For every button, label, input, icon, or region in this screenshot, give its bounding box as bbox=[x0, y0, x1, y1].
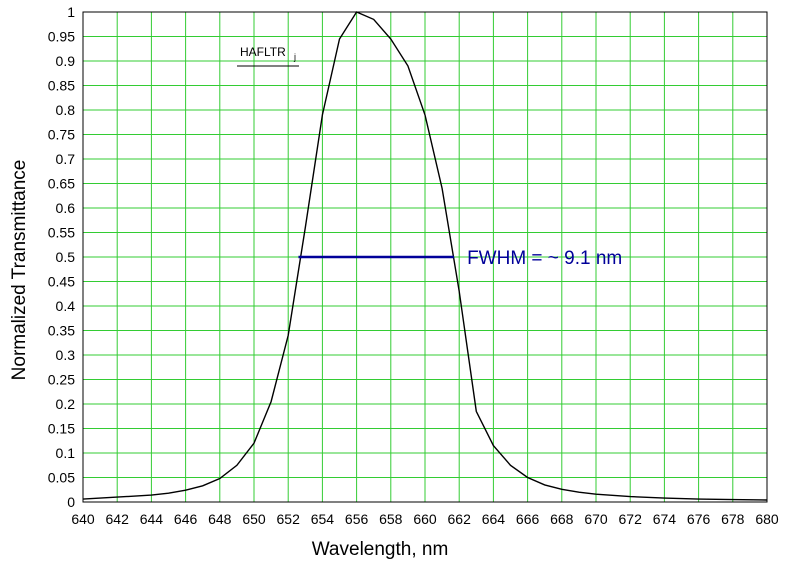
x-tick-labels: 640 642 644 646 648 650 652 654 656 658 660 662 664 6… bbox=[71, 511, 779, 527]
x-tick-label: 664 bbox=[482, 511, 506, 527]
x-tick-label: 646 bbox=[174, 511, 198, 527]
y-tick-label: 0.6 bbox=[56, 200, 76, 216]
fwhm-annotation: FWHM = ~ 9.1 nm bbox=[467, 248, 622, 269]
y-tick-labels: 0 0.05 0.1 0.15 0.2 0.25 0.3 0.35 0.4 0.45 0.5 0.55… bbox=[48, 4, 75, 510]
x-tick-label: 654 bbox=[311, 511, 335, 527]
y-axis-title: Normalized Transmittance bbox=[9, 160, 30, 381]
y-tick-label: 0.1 bbox=[56, 445, 76, 461]
y-tick-label: 0.7 bbox=[56, 151, 76, 167]
x-tick-label: 652 bbox=[277, 511, 301, 527]
y-tick-label: 0.55 bbox=[48, 225, 75, 241]
x-tick-label: 672 bbox=[619, 511, 643, 527]
x-tick-label: 676 bbox=[687, 511, 711, 527]
y-tick-label: 1 bbox=[67, 4, 75, 20]
y-tick-label: 0.9 bbox=[56, 53, 76, 69]
legend: HAFLTR j bbox=[237, 45, 299, 67]
x-tick-label: 670 bbox=[584, 511, 608, 527]
x-tick-label: 666 bbox=[516, 511, 540, 527]
y-tick-label: 0 bbox=[67, 494, 75, 510]
x-tick-label: 640 bbox=[71, 511, 95, 527]
x-tick-label: 668 bbox=[550, 511, 574, 527]
y-tick-label: 0.8 bbox=[56, 102, 76, 118]
y-tick-label: 0.65 bbox=[48, 176, 75, 192]
y-tick-label: 0.3 bbox=[56, 347, 76, 363]
y-tick-label: 0.05 bbox=[48, 470, 75, 486]
x-tick-label: 660 bbox=[413, 511, 437, 527]
plot-frame bbox=[82, 11, 768, 503]
y-tick-label: 0.2 bbox=[56, 396, 76, 412]
y-tick-label: 0.4 bbox=[56, 298, 76, 314]
y-tick-label: 0.5 bbox=[56, 249, 76, 265]
x-tick-label: 680 bbox=[755, 511, 779, 527]
x-tick-label: 656 bbox=[345, 511, 369, 527]
x-tick-label: 648 bbox=[208, 511, 232, 527]
x-tick-label: 644 bbox=[140, 511, 164, 527]
y-tick-label: 0.75 bbox=[48, 127, 75, 143]
y-tick-label: 0.15 bbox=[48, 421, 75, 437]
x-tick-label: 674 bbox=[653, 511, 677, 527]
legend-subscript: j bbox=[293, 52, 296, 62]
y-tick-label: 0.45 bbox=[48, 274, 75, 290]
x-tick-label: 662 bbox=[448, 511, 472, 527]
x-axis-title: Wavelength, nm bbox=[312, 539, 449, 560]
y-tick-label: 0.85 bbox=[48, 78, 75, 94]
x-tick-label: 650 bbox=[242, 511, 266, 527]
transmittance-curve bbox=[82, 11, 768, 501]
grid bbox=[82, 11, 768, 503]
x-tick-label: 678 bbox=[721, 511, 745, 527]
y-tick-label: 0.95 bbox=[48, 29, 75, 45]
legend-label: HAFLTR bbox=[240, 45, 286, 59]
x-tick-label: 658 bbox=[379, 511, 403, 527]
x-tick-label: 642 bbox=[106, 511, 130, 527]
y-tick-label: 0.25 bbox=[48, 372, 75, 388]
y-tick-label: 0.35 bbox=[48, 323, 75, 339]
